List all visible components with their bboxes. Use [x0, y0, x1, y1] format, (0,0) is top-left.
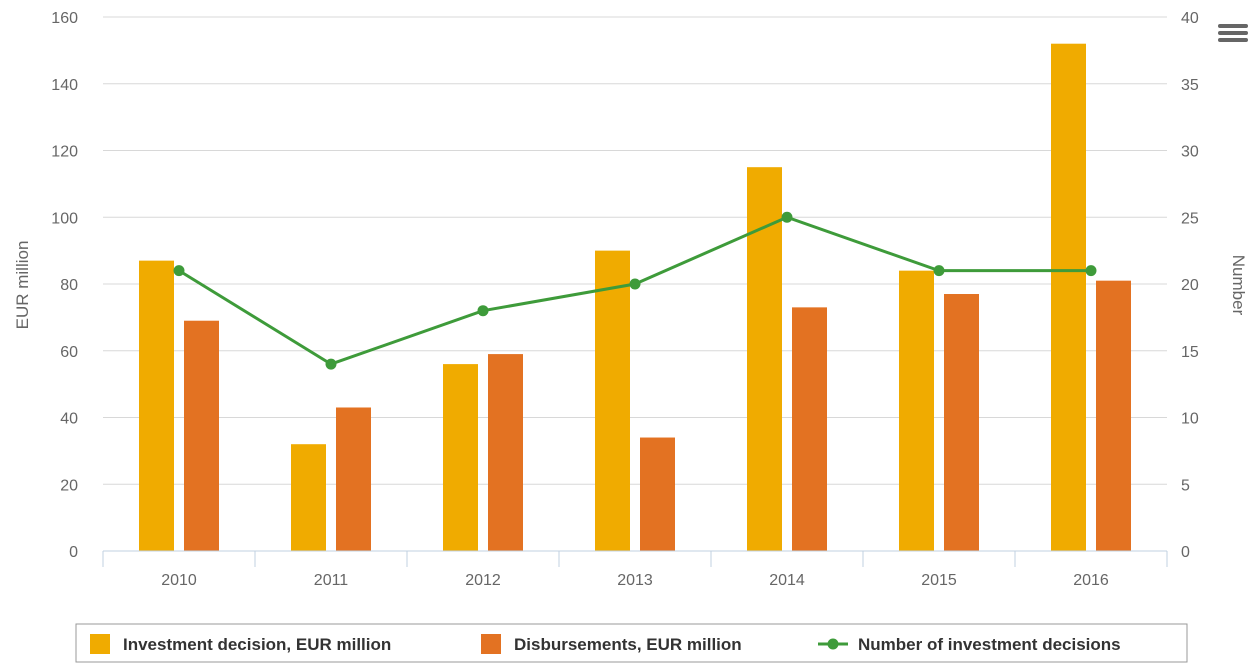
legend-item-number[interactable]: Number of investment decisions: [818, 635, 1121, 654]
bar-investment-decision: [747, 167, 782, 551]
bar-investment-decision: [595, 250, 630, 551]
bar-series-group: [139, 43, 1131, 551]
y-left-tick-label: 60: [60, 344, 78, 361]
y-left-tick-label: 160: [51, 10, 78, 27]
x-tick-label: 2012: [465, 572, 501, 589]
y-axis-right: 0 5 10 15 20 25 30 35 40: [1181, 10, 1199, 561]
bar-investment-decision: [139, 260, 174, 551]
bar-disbursements: [336, 407, 371, 551]
x-tick-label: 2011: [314, 572, 349, 589]
line-series-group: [173, 211, 1097, 370]
y-left-tick-label: 80: [60, 277, 78, 294]
x-axis: 2010 2011 2012 2013 2014 2015 2016: [102, 550, 1168, 589]
legend: Investment decision, EUR million Disburs…: [75, 623, 1188, 663]
line-point: [1085, 265, 1097, 277]
y-left-tick-label: 120: [51, 144, 78, 161]
y-left-tick-label: 0: [69, 544, 78, 561]
bar-disbursements: [184, 320, 219, 551]
y-right-tick-label: 25: [1181, 210, 1199, 227]
x-tick-label: 2014: [769, 572, 805, 589]
x-tick-label: 2015: [921, 572, 957, 589]
hamburger-menu-icon[interactable]: [1218, 22, 1248, 48]
x-tick-label: 2010: [161, 572, 197, 589]
bar-disbursements: [944, 294, 979, 551]
y-right-tick-label: 30: [1181, 144, 1199, 161]
legend-swatch-investment: [90, 634, 110, 654]
legend-label-number: Number of investment decisions: [858, 635, 1121, 654]
line-point: [781, 211, 793, 223]
y-right-tick-label: 15: [1181, 344, 1199, 361]
bar-disbursements: [640, 437, 675, 551]
bar-investment-decision: [899, 270, 934, 551]
line-point: [325, 358, 337, 370]
line-point: [933, 265, 945, 277]
bar-investment-decision: [291, 444, 326, 551]
y-axis-right-title: Number: [1229, 255, 1248, 316]
y-right-tick-label: 0: [1181, 544, 1190, 561]
legend-swatch-disbursements: [481, 634, 501, 654]
y-axis-left: 0 20 40 60 80 100 120 140 160: [51, 10, 78, 561]
y-right-tick-label: 40: [1181, 10, 1199, 27]
bar-investment-decision: [1051, 43, 1086, 551]
x-tick-label: 2016: [1073, 572, 1109, 589]
y-right-tick-label: 20: [1181, 277, 1199, 294]
y-left-tick-label: 40: [60, 411, 78, 428]
bar-disbursements: [1096, 280, 1131, 551]
y-left-tick-label: 20: [60, 477, 78, 494]
y-right-tick-label: 5: [1181, 477, 1190, 494]
legend-item-investment[interactable]: Investment decision, EUR million: [90, 634, 391, 654]
x-tick-label: 2013: [617, 572, 653, 589]
line-point: [477, 305, 489, 317]
legend-marker-number: [827, 638, 839, 650]
line-point: [629, 278, 641, 290]
y-left-tick-label: 140: [51, 77, 78, 94]
legend-label-investment: Investment decision, EUR million: [123, 635, 391, 654]
bar-disbursements: [792, 307, 827, 551]
gridlines: [103, 16, 1167, 485]
bar-investment-decision: [443, 364, 478, 551]
legend-item-disbursements[interactable]: Disbursements, EUR million: [481, 634, 742, 654]
y-left-tick-label: 100: [51, 210, 78, 227]
y-axis-left-title: EUR million: [13, 241, 32, 330]
legend-border: [75, 623, 1188, 663]
bar-disbursements: [488, 354, 523, 551]
y-right-tick-label: 10: [1181, 411, 1199, 428]
legend-label-disbursements: Disbursements, EUR million: [514, 635, 742, 654]
y-right-tick-label: 35: [1181, 77, 1199, 94]
line-point: [173, 265, 185, 277]
